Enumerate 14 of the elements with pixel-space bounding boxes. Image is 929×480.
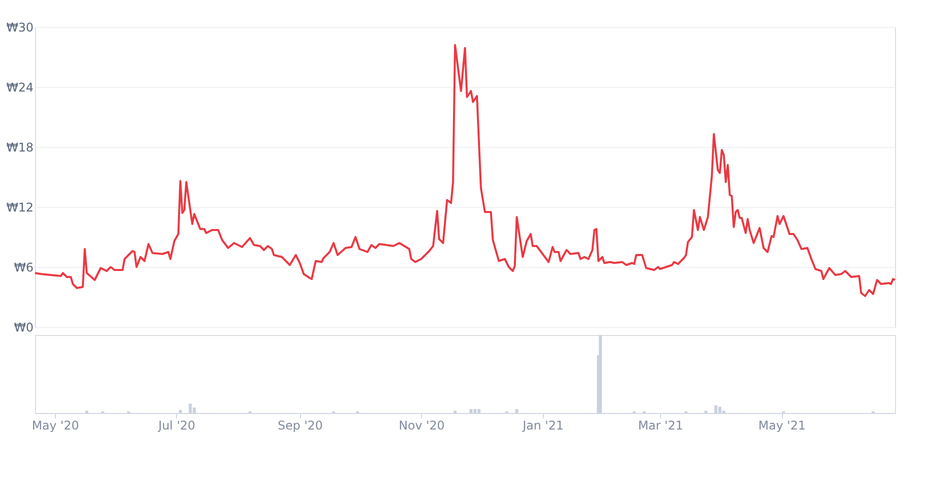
y-tick-label: ₩6 [14,260,34,274]
y-tick-label: ₩24 [6,80,34,94]
line-series [34,44,896,297]
x-tick-label: Nov '20 [398,418,445,432]
y-tick-label: ₩30 [6,20,34,34]
x-tick-label: May '21 [758,418,806,432]
x-tick-label: Mar '21 [638,418,684,432]
x-tick-label: May '20 [32,418,80,432]
x-tick-label: Jul '20 [157,418,196,432]
y-tick-label: ₩18 [6,140,34,154]
y-tick-label: ₩0 [14,320,34,334]
y-tick-label: ₩12 [6,200,34,214]
x-tick-label: Jan '21 [522,418,564,432]
x-tick-label: Sep '20 [278,418,323,432]
